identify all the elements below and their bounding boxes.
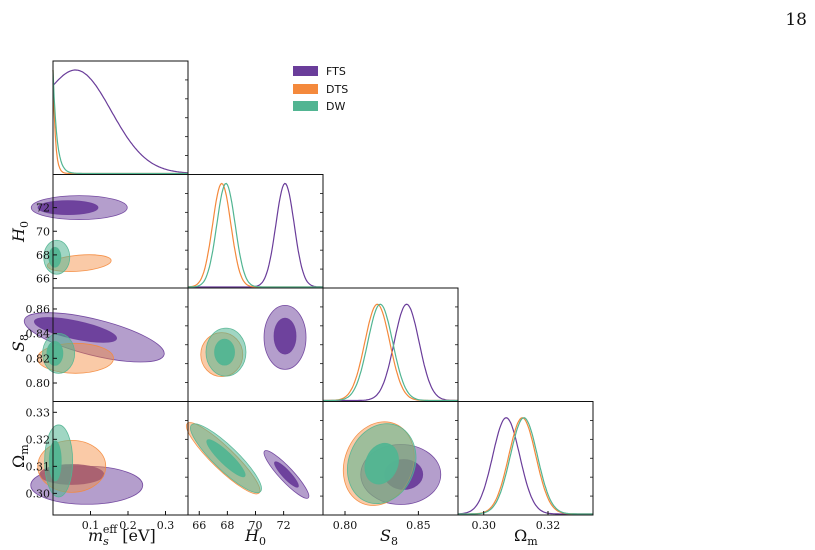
contour-dw-68-om-h0 — [206, 439, 246, 478]
legend-swatch-dts — [293, 84, 318, 94]
ytick-label-2-3: 0.86 — [26, 303, 51, 316]
ytick-label-3-2: 0.32 — [26, 433, 51, 446]
page-number: 18 — [785, 10, 807, 30]
contour-dw-68-om-s8 — [364, 442, 399, 485]
xtick-label-0-2: 0.3 — [157, 519, 175, 532]
ytick-label-1-3: 72 — [36, 202, 50, 215]
xtick-label-0-1: 0.2 — [119, 519, 137, 532]
xtick-label-0-0: 0.1 — [82, 519, 100, 532]
curve-dw-ms — [52, 69, 188, 175]
xtick-label-1-0: 66 — [192, 519, 206, 532]
curve-dts-s8 — [323, 303, 458, 402]
contour-fts-68-om-h0 — [274, 461, 299, 488]
curve-dts-om — [458, 417, 593, 515]
ytick-label-2-1: 0.82 — [26, 352, 51, 365]
legend: FTS DTS DW — [293, 65, 348, 113]
legend-swatch-dw — [293, 101, 318, 111]
contour-dw-68-h0-ms — [48, 246, 62, 268]
curve-dts-ms — [52, 69, 188, 175]
curve-fts-om — [458, 417, 593, 515]
contour-dw-68-s8-ms — [46, 340, 64, 366]
xlabel-s8: S8 — [380, 526, 398, 548]
ytick-label-3-0: 0.30 — [26, 487, 51, 500]
ytick-label-2-0: 0.80 — [26, 377, 51, 390]
ytick-label-1-1: 68 — [36, 249, 50, 262]
legend-label-dts: DTS — [326, 83, 348, 96]
legend-label-fts: FTS — [326, 65, 346, 78]
contour-dw-68-om-ms — [48, 440, 62, 482]
xtick-label-1-3: 72 — [277, 519, 291, 532]
ytick-label-1-2: 70 — [36, 225, 50, 238]
xlabel-ms: mseff [eV] — [88, 523, 156, 548]
xtick-label-1-1: 68 — [220, 519, 234, 532]
curve-dw-om — [458, 417, 593, 515]
ytick-label-3-1: 0.31 — [26, 460, 51, 473]
xtick-label-1-2: 70 — [249, 519, 263, 532]
curve-fts-ms — [52, 69, 189, 174]
xtick-label-3-0: 0.30 — [471, 519, 496, 532]
contour-dw-68-s8-h0 — [214, 338, 235, 366]
ytick-label-3-3: 0.33 — [26, 406, 51, 419]
curve-dw-h0 — [188, 182, 323, 288]
legend-label-dw: DW — [326, 100, 345, 113]
xtick-label-2-0: 0.80 — [333, 519, 358, 532]
contour-fts-68-s8-ms — [33, 317, 118, 343]
xlabel-omega: Ωm — [514, 526, 538, 548]
contour-fts-68-s8-h0 — [273, 317, 297, 355]
xtick-label-2-1: 0.85 — [406, 519, 431, 532]
curve-fts-s8 — [323, 303, 458, 402]
curve-dw-s8 — [323, 303, 458, 402]
ylabel-h0: H0 — [9, 221, 31, 243]
ytick-label-2-2: 0.84 — [26, 328, 51, 341]
legend-swatch-fts — [293, 66, 318, 76]
panel-frame-0-0 — [52, 60, 189, 175]
ytick-label-1-0: 66 — [36, 273, 50, 286]
xtick-label-3-1: 0.32 — [536, 519, 561, 532]
